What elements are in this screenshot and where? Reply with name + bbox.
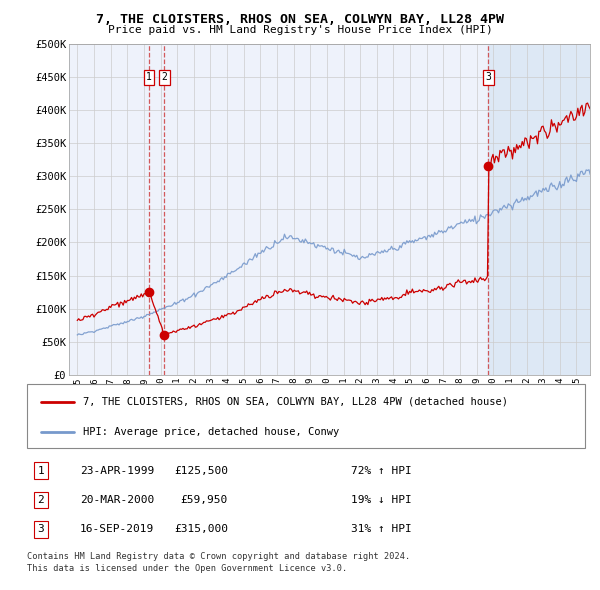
Text: 2: 2 [38,495,44,505]
Text: 72% ↑ HPI: 72% ↑ HPI [350,466,412,476]
Text: 16-SEP-2019: 16-SEP-2019 [80,525,154,535]
Text: Price paid vs. HM Land Registry's House Price Index (HPI): Price paid vs. HM Land Registry's House … [107,25,493,35]
Text: 2: 2 [161,73,167,82]
Text: £125,500: £125,500 [174,466,228,476]
Text: 3: 3 [485,73,491,82]
Text: Contains HM Land Registry data © Crown copyright and database right 2024.: Contains HM Land Registry data © Crown c… [27,552,410,561]
Text: This data is licensed under the Open Government Licence v3.0.: This data is licensed under the Open Gov… [27,563,347,572]
Text: HPI: Average price, detached house, Conwy: HPI: Average price, detached house, Conw… [83,427,339,437]
Text: 23-APR-1999: 23-APR-1999 [80,466,154,476]
Text: 1: 1 [38,466,44,476]
Text: 31% ↑ HPI: 31% ↑ HPI [350,525,412,535]
Bar [488,44,590,375]
Text: £59,950: £59,950 [181,495,228,505]
Text: £315,000: £315,000 [174,525,228,535]
Text: 7, THE CLOISTERS, RHOS ON SEA, COLWYN BAY, LL28 4PW: 7, THE CLOISTERS, RHOS ON SEA, COLWYN BA… [96,13,504,26]
Text: 7, THE CLOISTERS, RHOS ON SEA, COLWYN BAY, LL28 4PW (detached house): 7, THE CLOISTERS, RHOS ON SEA, COLWYN BA… [83,396,508,407]
Text: 3: 3 [38,525,44,535]
Text: 20-MAR-2000: 20-MAR-2000 [80,495,154,505]
Text: 1: 1 [146,73,152,82]
Text: 19% ↓ HPI: 19% ↓ HPI [350,495,412,505]
FancyBboxPatch shape [27,384,585,448]
